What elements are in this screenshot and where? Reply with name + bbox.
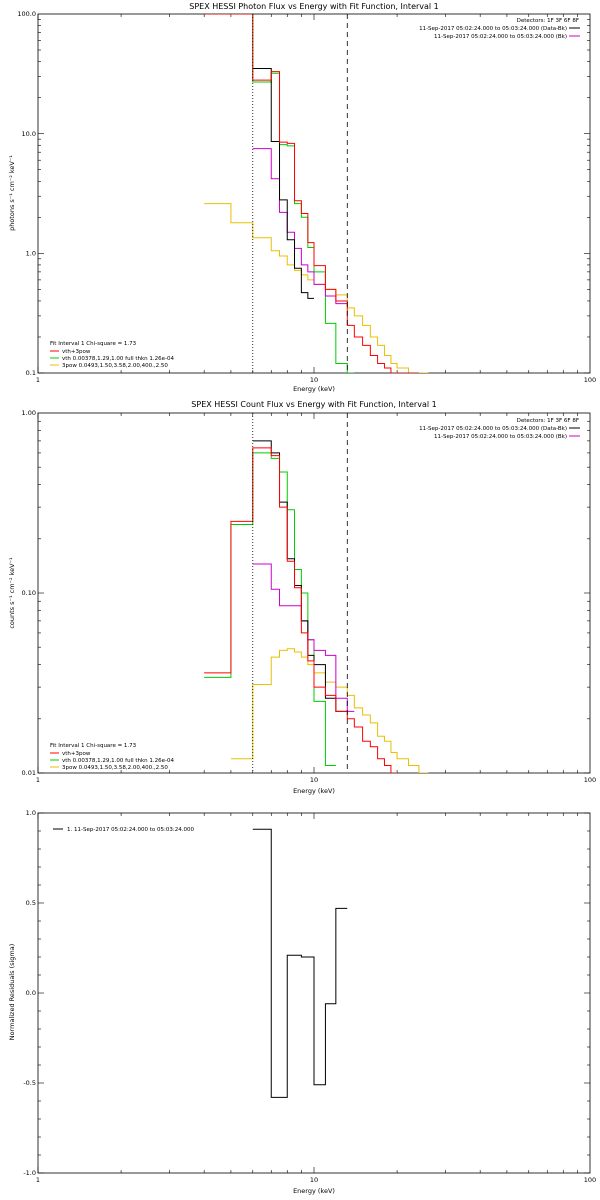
count-flux-ylabel: counts s⁻¹ cm⁻² keV⁻¹ bbox=[8, 557, 16, 629]
series-group bbox=[252, 828, 348, 1098]
photon-flux-legend-bottom: Fit Interval 1 Chi-square = 1.73 vth+3po… bbox=[50, 341, 175, 369]
legend-fit-interval: Fit Interval 1 Chi-square = 1.73 bbox=[50, 743, 137, 749]
count-flux-panel: SPEX HESSI Count Flux vs Energy with Fit… bbox=[8, 400, 580, 795]
x-tick-label: 10 bbox=[310, 776, 318, 784]
y-tick-label: 0.10 bbox=[22, 589, 36, 597]
legend-fit-interval: Fit Interval 1 Chi-square = 1.73 bbox=[50, 341, 137, 347]
series-line-1 bbox=[252, 828, 348, 1098]
photon-flux-ylabel: photons s⁻¹ cm⁻² keV⁻¹ bbox=[8, 155, 16, 231]
legend-detectors: Detectors: 1F 3F 6F 8F bbox=[517, 418, 579, 424]
y-tick-label: 0.01 bbox=[22, 769, 36, 777]
photon-flux-legend-top: Detectors: 1F 3F 6F 8F 11-Sep-2017 05:02… bbox=[419, 18, 580, 40]
residuals-panel: Normalized Residuals (sigma) Energy (keV… bbox=[8, 827, 335, 1195]
y-tick-label: -0.5 bbox=[23, 1079, 36, 1087]
y-tick-label: 0.1 bbox=[26, 369, 36, 377]
photon-flux-xlabel: Energy (keV) bbox=[293, 385, 335, 393]
x-tick-label: 1 bbox=[36, 776, 40, 784]
x-tick-label: 10 bbox=[310, 376, 318, 384]
residuals-ylabel: Normalized Residuals (sigma) bbox=[8, 944, 16, 1041]
y-tick-label: 1.0 bbox=[26, 250, 36, 258]
series-group bbox=[204, 14, 429, 373]
x-tick-label: 10 bbox=[310, 1176, 318, 1184]
legend-3pow-params: 3pow 0.0493,1.50,3.58,2.00,400.,2.50 bbox=[62, 363, 168, 369]
legend-vth-3pow: vth+3pow bbox=[62, 349, 91, 355]
x-tick-label: 100 bbox=[584, 1176, 596, 1184]
series-group bbox=[204, 440, 429, 773]
y-tick-label: 0.5 bbox=[26, 899, 36, 907]
series-line-2 bbox=[230, 648, 429, 773]
y-tick-label: 1.0 bbox=[26, 809, 36, 817]
y-tick-label: 0.0 bbox=[26, 989, 36, 997]
legend-detectors: Detectors: 1F 3F 6F 8F bbox=[517, 18, 579, 24]
residuals-legend: 1. 11-Sep-2017 05:02:24.000 to 05:03:24.… bbox=[53, 827, 194, 833]
y-tick-label: 10.0 bbox=[22, 130, 36, 138]
y-tick-label: 1.00 bbox=[22, 409, 36, 417]
plot-area-3: 1 10 100 -1.0 -0.5 0.0 0.5 1.0 bbox=[23, 809, 596, 1184]
x-tick-label: 100 bbox=[584, 776, 596, 784]
series-line-1 bbox=[204, 14, 355, 373]
plot-area-1: 1 10 100 0.1 1.0 10.0 100.0 bbox=[17, 10, 596, 384]
legend-data-minus-bk: 11-Sep-2017 05:02:24.000 to 05:03:24.000… bbox=[419, 426, 567, 432]
count-flux-legend-top: Detectors: 1F 3F 6F 8F 11-Sep-2017 05:02… bbox=[419, 418, 580, 440]
count-flux-xlabel: Energy (keV) bbox=[293, 787, 335, 795]
series-line-5 bbox=[204, 14, 419, 373]
x-tick-label: 1 bbox=[36, 1176, 40, 1184]
plot-area-2: 1 10 100 0.01 0.10 1.00 bbox=[22, 409, 597, 784]
count-flux-legend-bottom: Fit Interval 1 Chi-square = 1.73 vth+3po… bbox=[50, 743, 175, 771]
photon-flux-panel: SPEX HESSI Photon Flux vs Energy with Fi… bbox=[8, 2, 580, 393]
legend-vth-params: vth 0.00378,1.29,1.00 full thkn 1.26e-04 bbox=[62, 356, 175, 362]
y-tick-label: -1.0 bbox=[23, 1169, 36, 1177]
x-tick-label: 100 bbox=[584, 376, 596, 384]
legend-data-minus-bk: 11-Sep-2017 05:02:24.000 to 05:03:24.000… bbox=[419, 26, 567, 32]
legend-vth-3pow: vth+3pow bbox=[62, 751, 91, 757]
residuals-xlabel: Energy (keV) bbox=[293, 1187, 335, 1195]
series-line-5 bbox=[204, 447, 398, 773]
x-tick-label: 1 bbox=[36, 376, 40, 384]
photon-flux-title: SPEX HESSI Photon Flux vs Energy with Fi… bbox=[189, 2, 439, 11]
legend-series-label: 1. 11-Sep-2017 05:02:24.000 to 05:03:24.… bbox=[67, 827, 194, 833]
legend-bk: 11-Sep-2017 05:02:24.000 to 05:03:24.000… bbox=[434, 434, 567, 440]
legend-vth-params: vth 0.00378,1.29,1.00 full thkn 1.26e-04 bbox=[62, 758, 175, 764]
count-flux-title: SPEX HESSI Count Flux vs Energy with Fit… bbox=[191, 400, 436, 409]
y-tick-label: 100.0 bbox=[17, 10, 36, 18]
series-line-4 bbox=[252, 68, 314, 299]
legend-3pow-params: 3pow 0.0493,1.50,3.58,2.00,400.,2.50 bbox=[62, 765, 168, 771]
legend-bk: 11-Sep-2017 05:02:24.000 to 05:03:24.000… bbox=[434, 34, 567, 40]
